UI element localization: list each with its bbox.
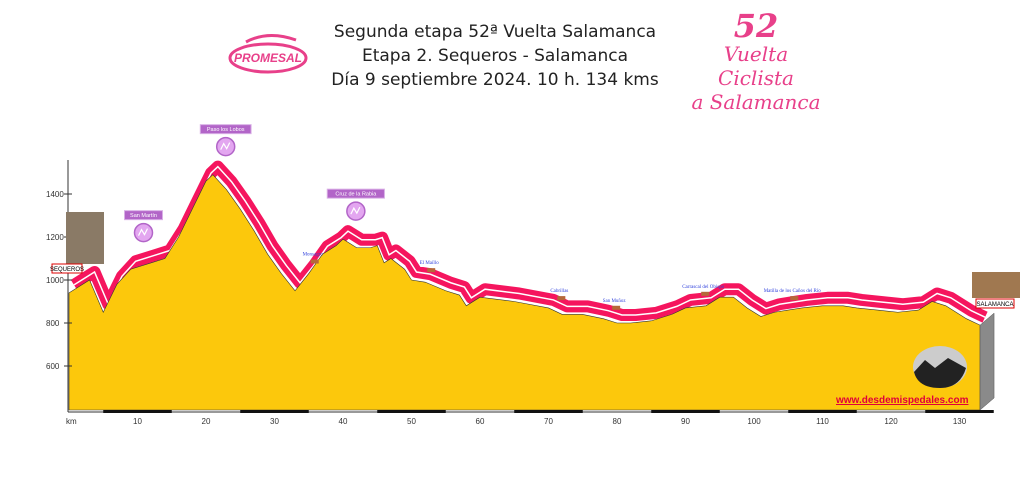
x-tick-label: 120 xyxy=(884,417,898,426)
x-axis-segment xyxy=(925,410,994,413)
x-tick-label: 30 xyxy=(270,417,279,426)
climb-label: San Martín xyxy=(130,213,157,219)
village-icon xyxy=(612,305,621,310)
start-photo xyxy=(66,212,104,264)
watermark-mountains xyxy=(914,358,966,388)
chart-title: Segunda etapa 52ª Vuelta Salamanca Etapa… xyxy=(300,20,690,92)
village-icon xyxy=(701,291,710,296)
climb-label: Cruz de la Rabia xyxy=(335,192,377,198)
x-tick-label: 40 xyxy=(339,417,348,426)
x-tick-label: 20 xyxy=(202,417,211,426)
y-tick-label: 1400 xyxy=(46,190,64,199)
mountain-icon xyxy=(137,228,149,236)
x-tick-label: 70 xyxy=(544,417,553,426)
y-tick-label: 1200 xyxy=(46,233,64,242)
vuelta-logo: 52 Vuelta Ciclista a Salamanca xyxy=(691,7,821,114)
finish-label: SALAMANCA xyxy=(976,302,1013,308)
title-line-2: Etapa 2. Sequeros - Salamanca xyxy=(361,46,628,66)
start-label-box xyxy=(51,263,83,274)
village-icon xyxy=(310,259,319,264)
profile-area xyxy=(68,174,981,411)
village-icon xyxy=(790,296,799,301)
place-label: El Maíllo xyxy=(420,261,440,266)
start-label: SEQUEROS xyxy=(50,267,84,273)
x-axis-segment xyxy=(240,410,309,413)
x-tick-label: 50 xyxy=(407,417,416,426)
y-tick-label: 800 xyxy=(46,319,60,328)
x-axis-segment xyxy=(651,410,720,413)
climb-label-box xyxy=(326,188,385,199)
place-label: Matilla de los Caños del Río xyxy=(764,289,822,294)
title-line-1: Segunda etapa 52ª Vuelta Salamanca xyxy=(333,22,657,42)
mountain-icon xyxy=(350,206,361,215)
x-axis-segment xyxy=(514,410,583,413)
x-axis-segment xyxy=(103,410,172,413)
x-axis-segment xyxy=(788,410,857,413)
svg-text:PROMESAL: PROMESAL xyxy=(234,51,302,65)
place-label: San Muñoz xyxy=(603,299,627,304)
end-wall xyxy=(979,312,995,411)
x-tick-label: 80 xyxy=(613,417,622,426)
title-line-3: Día 9 septiembre 2024. 10 h. 134 kms xyxy=(331,70,659,90)
x-tick-label: 90 xyxy=(681,417,690,426)
climb-label-box xyxy=(124,210,163,221)
climb-label: Paso los Lobos xyxy=(207,127,245,133)
x-tick-label: 60 xyxy=(476,417,485,426)
place-label: Carrascal del Obispo xyxy=(682,285,724,290)
finish-label-box xyxy=(975,298,1015,309)
village-icon xyxy=(427,268,436,273)
x-axis-segment xyxy=(377,410,446,413)
y-tick-label: 1000 xyxy=(46,276,64,285)
place-label: Monsagro xyxy=(303,253,324,258)
x-tick-label: 110 xyxy=(816,417,829,426)
x-tick-label: 130 xyxy=(953,417,967,426)
climb-label-box xyxy=(199,124,252,135)
x-tick-label: 100 xyxy=(747,417,761,426)
promesal-logo: PROMESAL xyxy=(228,34,308,74)
y-tick-label: 600 xyxy=(46,362,60,371)
x-axis-label: km xyxy=(66,417,77,426)
finish-photo xyxy=(972,272,1020,298)
mountain-icon xyxy=(220,142,231,150)
website-link[interactable]: www.desdemispedales.com xyxy=(836,395,969,406)
village-icon xyxy=(557,296,566,301)
x-tick-label: 10 xyxy=(133,417,142,426)
place-label: Cabrillas xyxy=(550,289,568,294)
profile-band-line xyxy=(73,165,986,318)
